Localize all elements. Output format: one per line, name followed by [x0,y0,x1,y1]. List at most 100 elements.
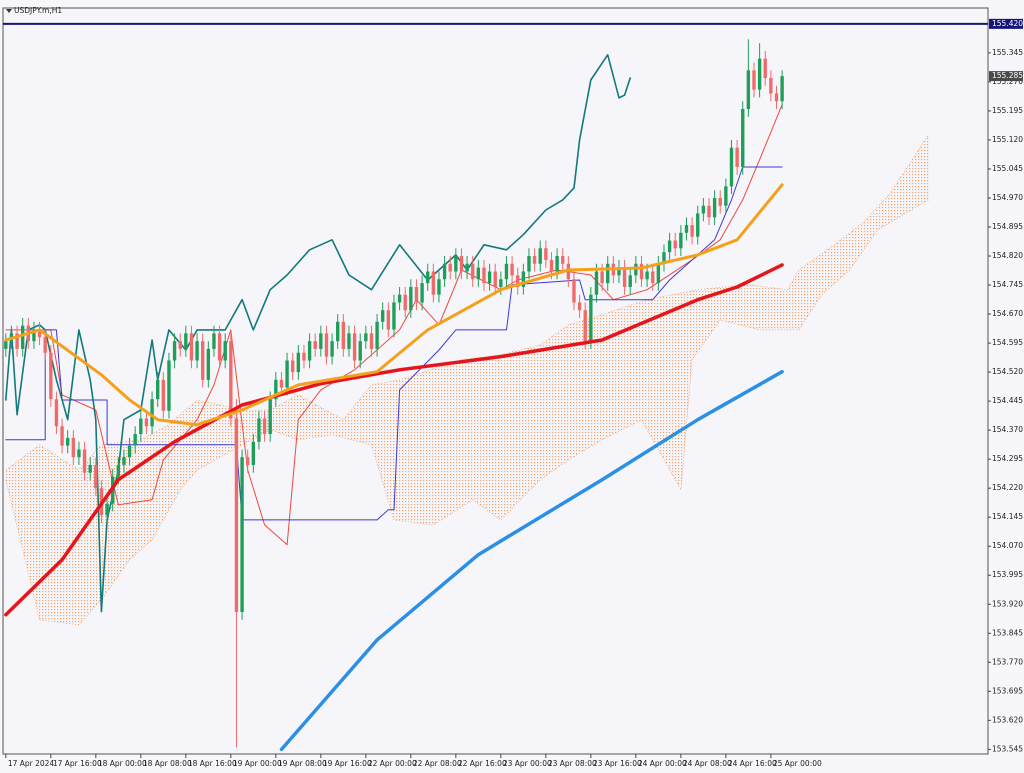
candle-body [414,286,419,303]
candle-body [291,360,295,373]
cloud-span [5,134,929,471]
x-tick-label: 23 Apr 16:00 [593,759,642,768]
level-tag [989,18,1023,29]
candle-body [594,271,599,295]
candle-body [234,418,239,612]
candle-body [757,58,762,90]
y-tick-label: 154.220 [992,483,1023,492]
candle-body [606,263,610,284]
candle-body [156,379,160,400]
candle-body [122,457,126,465]
candle-body [617,267,621,276]
candle-body [707,205,711,218]
candle-body [386,310,391,330]
candle-body [476,267,481,280]
candle-body [178,341,182,349]
candle-body [127,445,132,458]
candle-body [583,310,587,342]
indicator-line [5,54,631,613]
candle-body [150,399,154,427]
candle-body [223,341,227,361]
candle-body [229,341,233,419]
candle-body [673,240,677,249]
x-tick-label: 23 Apr 00:00 [503,759,552,768]
candle-body [442,263,447,280]
candle-body [32,329,36,342]
candle-body [645,271,649,280]
y-tick-label: 154.445 [992,396,1023,405]
candle-body [465,263,469,272]
level-tag-label: 155.420 [992,19,1023,28]
candle-body [94,464,98,489]
y-tick-label: 153.995 [992,570,1023,579]
candle-body [144,418,149,427]
candle-body [510,263,514,276]
y-tick-label: 154.145 [992,512,1023,521]
candle-body [352,333,357,361]
candle-body [49,352,53,400]
candle-body [504,263,509,280]
y-tick-label: 154.820 [992,251,1023,260]
candle-body [77,449,81,458]
candle-body [319,333,323,349]
candle-body [21,325,25,349]
candle-body [532,256,537,264]
candle-body [431,271,436,295]
candle-body [347,333,351,349]
x-tick-label: 18 Apr 00:00 [98,759,147,768]
axes: 155.345 155.270 155.195 155.120 155.045 154.9… [5,48,1023,768]
candle-body [251,441,256,465]
y-tick-label: 154.070 [992,541,1023,550]
candle-body [189,333,194,361]
candle-body [667,240,672,253]
symbol-label: USDJPY.m,H1 [14,6,62,15]
y-tick-label: 154.970 [992,193,1023,202]
candle-body [735,147,739,168]
y-tick-label: 154.895 [992,222,1023,231]
candle-body [420,283,424,303]
candle-body [184,333,188,349]
candle-body [471,263,475,280]
candle-body [763,58,767,79]
candle-body [448,263,452,272]
candle-body [516,275,520,287]
y-tick-label: 154.670 [992,309,1023,318]
y-tick-label: 155.120 [992,135,1023,144]
candle-body [279,379,284,388]
candle-body [195,341,199,361]
x-tick-label: 19 Apr 08:00 [278,759,327,768]
last-price-label: 155.285 [992,71,1023,80]
y-tick-label: 154.295 [992,454,1023,463]
candle-body [66,437,70,446]
candle-body [307,341,312,361]
candle-body [4,341,8,349]
candle-body [336,321,340,342]
candle-body [246,457,250,465]
y-tick-label: 153.545 [992,744,1023,753]
candle-body [600,271,604,284]
candle-body [358,341,362,361]
candle-body [324,333,329,357]
candle-body [369,333,374,349]
plot-area [4,39,929,752]
candle-body [426,271,430,284]
y-tick-label: 154.370 [992,425,1023,434]
candle-body [161,379,166,411]
candle-body [167,360,171,411]
x-tick-label: 22 Apr 00:00 [368,759,417,768]
y-tick-label: 153.620 [992,715,1023,724]
cloud-span [5,199,929,626]
candle-body [403,294,407,311]
candle-body [437,279,441,295]
candle-body [741,108,745,168]
candle-body [696,213,700,237]
x-tick-label: 24 Apr 00:00 [638,759,687,768]
candle-body [364,333,368,342]
candle-body [262,418,267,435]
indicator-line [279,369,784,752]
candle-body [628,275,632,287]
candle-body [544,248,548,260]
y-tick-label: 155.045 [992,164,1023,173]
candle-body [662,252,666,264]
candle-body [724,186,728,206]
